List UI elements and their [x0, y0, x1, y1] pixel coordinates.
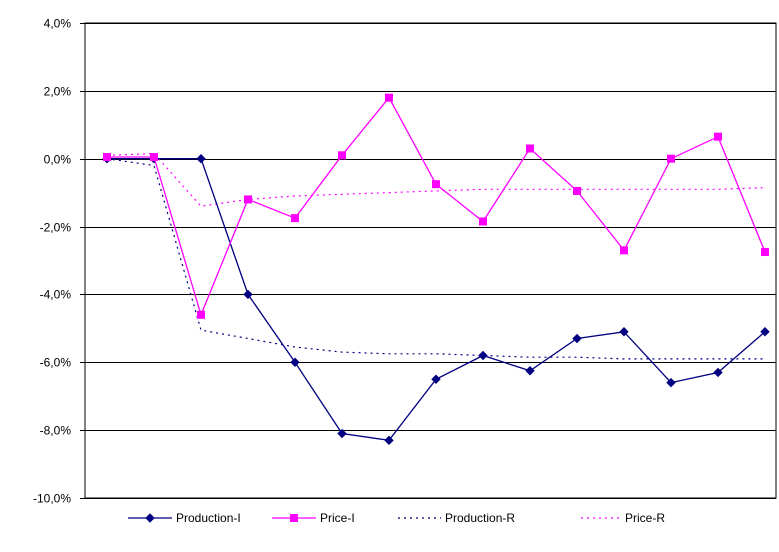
y-tick-label: -2,0%: [40, 221, 72, 235]
y-tick-label: 2,0%: [44, 85, 72, 99]
y-tick-label: -8,0%: [40, 424, 72, 438]
plot-area: 4,0% 2,0% 0,0% -2,0% -4,0% -6,0% -8,0% -10,0%: [33, 17, 777, 506]
y-tick-label: -10,0%: [33, 492, 71, 506]
data-point-square: [197, 310, 205, 319]
data-point-square: [620, 246, 628, 255]
series-price-i: [103, 93, 769, 319]
data-point-square: [714, 132, 722, 141]
data-point-square: [385, 93, 393, 102]
data-point-diamond: [243, 289, 253, 300]
data-point-square: [103, 153, 111, 162]
data-point-diamond: [666, 377, 676, 388]
data-point-square: [667, 154, 675, 163]
series-production-r: [106, 158, 765, 360]
plot-frame: [84, 22, 777, 499]
data-point-diamond: [337, 428, 347, 439]
y-tick-label: 4,0%: [44, 17, 72, 31]
legend-label: Price-R: [625, 511, 665, 525]
data-point-square: [291, 214, 299, 223]
y-tick-label: -4,0%: [40, 288, 72, 302]
legend-label: Production-I: [176, 511, 241, 525]
data-point-diamond: [290, 357, 300, 367]
legend-item-production-i: Production-I: [128, 511, 241, 525]
data-point-diamond: [384, 435, 394, 446]
y-tick-label: -6,0%: [40, 356, 72, 370]
series-line: [106, 158, 765, 360]
legend-label: Price-I: [320, 511, 355, 525]
data-point-diamond: [431, 374, 441, 384]
legend-item-production-r: Production-R: [398, 511, 515, 525]
data-point-diamond: [572, 333, 582, 344]
data-point-diamond: [196, 154, 206, 164]
data-point-diamond: [760, 327, 770, 337]
data-point-diamond: [619, 327, 629, 337]
y-tick-label: 0,0%: [44, 153, 72, 167]
data-point-square: [432, 180, 440, 189]
data-point-square: [761, 248, 769, 257]
legend: Production-I Price-I Production-R Price-R: [128, 511, 665, 525]
legend-item-price-i: Price-I: [272, 511, 355, 525]
data-point-diamond: [478, 350, 488, 361]
legend-item-price-r: Price-R: [581, 511, 665, 525]
data-point-diamond: [525, 366, 535, 376]
data-point-diamond: [145, 513, 155, 523]
data-point-square: [290, 514, 298, 522]
data-point-square: [573, 186, 581, 195]
data-point-square: [479, 217, 487, 226]
data-point-square: [244, 195, 252, 204]
data-point-diamond: [713, 367, 723, 378]
data-point-square: [526, 144, 534, 153]
legend-label: Production-R: [445, 511, 515, 525]
data-point-square: [338, 151, 346, 160]
data-point-square: [150, 153, 158, 162]
